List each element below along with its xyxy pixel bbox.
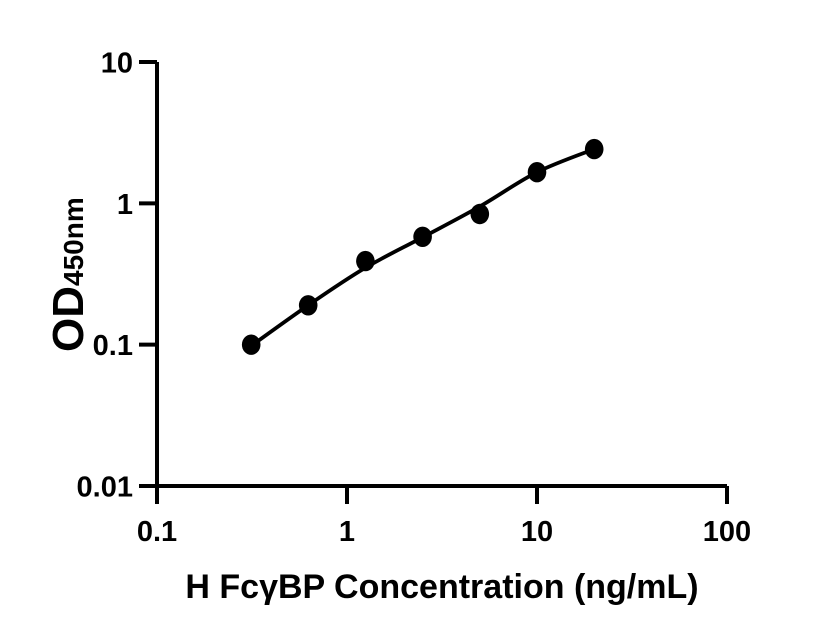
data-point: [413, 226, 432, 247]
y-tick-label: 10: [101, 47, 133, 79]
y-tick-label: 0.1: [93, 330, 133, 362]
x-tick-label: 10: [521, 516, 553, 548]
data-point: [356, 250, 375, 272]
y-axis-title: OD450nm: [44, 197, 93, 352]
x-axis-title: H FcγBP Concentration (ng/mL): [185, 568, 698, 606]
data-point: [584, 138, 604, 160]
y-axis-title-subscript: 450nm: [58, 197, 89, 286]
x-tick-label: 1: [339, 516, 355, 548]
y-tick-label: 0.01: [77, 471, 133, 503]
y-tick-label: 1: [117, 189, 133, 221]
axis-spine: [155, 62, 727, 488]
y-axis-title-main: OD: [44, 286, 93, 352]
data-point: [470, 203, 490, 225]
data-point: [298, 295, 318, 316]
x-tick-label: 100: [703, 516, 751, 548]
x-tick-label: 0.1: [137, 516, 177, 548]
data-point: [241, 334, 261, 355]
data-point: [527, 162, 547, 183]
